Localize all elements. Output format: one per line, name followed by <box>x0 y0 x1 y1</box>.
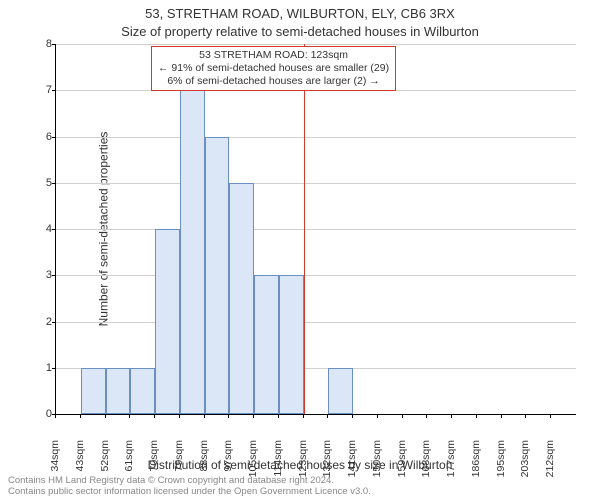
x-tick-label: 141sqm <box>346 440 358 477</box>
x-tick-label: 186sqm <box>470 440 482 477</box>
bar <box>205 137 230 415</box>
title-main: 53, STRETHAM ROAD, WILBURTON, ELY, CB6 3… <box>0 6 600 21</box>
annotation-box: 53 STRETHAM ROAD: 123sqm ← 91% of semi-d… <box>151 46 396 91</box>
y-tick-label: 1 <box>36 362 52 374</box>
x-tick-label: 79sqm <box>173 440 185 472</box>
x-tick-mark <box>426 414 427 418</box>
x-tick-label: 212sqm <box>544 440 556 477</box>
bar <box>130 368 155 414</box>
x-tick-label: 177sqm <box>445 440 457 477</box>
x-tick-mark <box>352 414 353 418</box>
y-tick-label: 8 <box>36 38 52 50</box>
reference-line <box>304 44 305 414</box>
gridline <box>56 183 576 184</box>
bar <box>229 183 254 414</box>
bar <box>155 229 180 414</box>
chart-container: 53, STRETHAM ROAD, WILBURTON, ELY, CB6 3… <box>0 0 600 500</box>
x-tick-mark <box>129 414 130 418</box>
x-tick-mark <box>55 414 56 418</box>
x-tick-mark <box>278 414 279 418</box>
y-tick-label: 3 <box>36 269 52 281</box>
x-tick-label: 195sqm <box>495 440 507 477</box>
bar <box>180 90 205 414</box>
title-sub: Size of property relative to semi-detach… <box>0 24 600 39</box>
x-tick-label: 123sqm <box>297 440 309 477</box>
y-tick-label: 2 <box>36 316 52 328</box>
x-tick-mark <box>476 414 477 418</box>
gridline <box>56 137 576 138</box>
plot-area: 53 STRETHAM ROAD: 123sqm ← 91% of semi-d… <box>55 44 576 415</box>
bar <box>81 368 106 414</box>
x-tick-label: 52sqm <box>99 440 111 472</box>
y-tick-mark <box>52 275 56 276</box>
x-tick-mark <box>327 414 328 418</box>
y-tick-label: 0 <box>36 408 52 420</box>
y-tick-label: 6 <box>36 131 52 143</box>
x-tick-label: 168sqm <box>420 440 432 477</box>
x-tick-label: 114sqm <box>272 440 284 477</box>
footer-line: Contains public sector information licen… <box>8 487 371 498</box>
x-tick-label: 70sqm <box>148 440 160 472</box>
y-tick-mark <box>52 322 56 323</box>
y-tick-mark <box>52 229 56 230</box>
x-tick-mark <box>179 414 180 418</box>
y-tick-mark <box>52 137 56 138</box>
x-tick-mark <box>402 414 403 418</box>
x-tick-mark <box>451 414 452 418</box>
y-tick-mark <box>52 90 56 91</box>
y-tick-label: 7 <box>36 84 52 96</box>
annotation-line: ← 91% of semi-detached houses are smalle… <box>158 62 389 75</box>
footer: Contains HM Land Registry data © Crown c… <box>8 476 371 498</box>
bar <box>106 368 131 414</box>
annotation-line: 6% of semi-detached houses are larger (2… <box>158 75 389 88</box>
bar <box>328 368 353 414</box>
y-tick-mark <box>52 183 56 184</box>
x-tick-mark <box>501 414 502 418</box>
gridline <box>56 322 576 323</box>
gridline <box>56 275 576 276</box>
x-tick-mark <box>154 414 155 418</box>
bar <box>254 275 279 414</box>
x-tick-label: 34sqm <box>49 440 61 472</box>
gridline <box>56 44 576 45</box>
gridline <box>56 229 576 230</box>
x-tick-mark <box>303 414 304 418</box>
x-tick-mark <box>105 414 106 418</box>
x-tick-label: 105sqm <box>247 440 259 477</box>
x-tick-mark <box>525 414 526 418</box>
x-tick-label: 61sqm <box>123 440 135 472</box>
x-tick-mark <box>80 414 81 418</box>
x-tick-label: 159sqm <box>396 440 408 477</box>
x-tick-label: 150sqm <box>371 440 383 477</box>
x-tick-mark <box>204 414 205 418</box>
x-tick-label: 97sqm <box>222 440 234 472</box>
x-tick-label: 203sqm <box>519 440 531 477</box>
x-tick-label: 43sqm <box>74 440 86 472</box>
x-tick-label: 132sqm <box>321 440 333 477</box>
y-tick-mark <box>52 368 56 369</box>
y-tick-mark <box>52 44 56 45</box>
annotation-line: 53 STRETHAM ROAD: 123sqm <box>158 49 389 62</box>
x-tick-mark <box>377 414 378 418</box>
x-tick-label: 88sqm <box>198 440 210 472</box>
bar <box>279 275 304 414</box>
y-tick-label: 5 <box>36 177 52 189</box>
y-tick-label: 4 <box>36 223 52 235</box>
x-tick-mark <box>550 414 551 418</box>
x-tick-mark <box>228 414 229 418</box>
x-tick-mark <box>253 414 254 418</box>
